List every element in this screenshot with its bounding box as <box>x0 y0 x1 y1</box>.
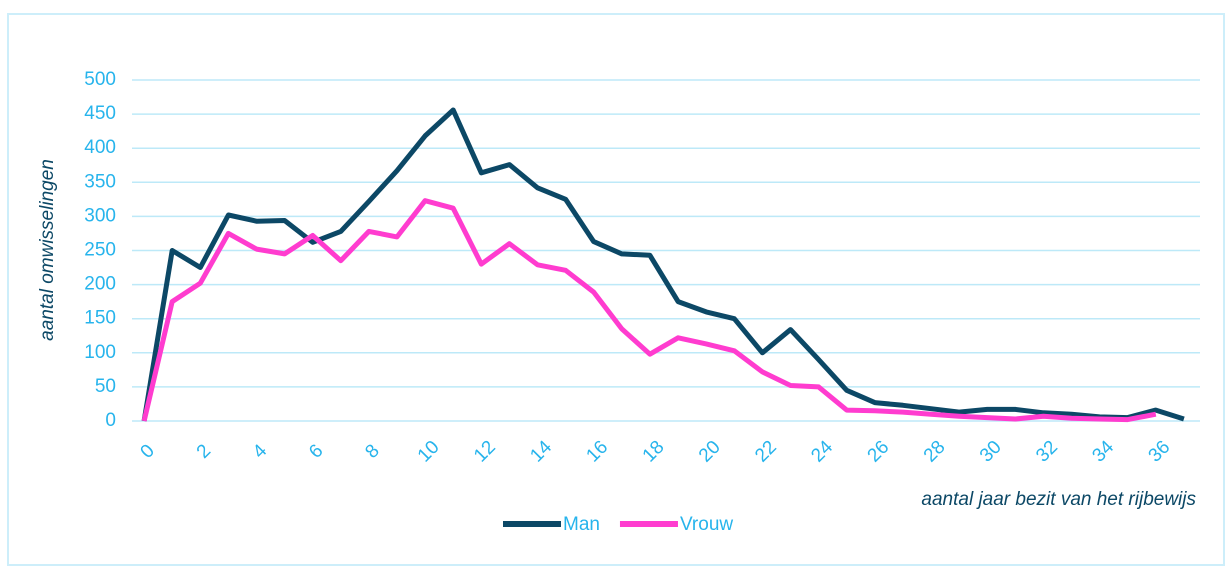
y-tick-label: 200 <box>84 274 116 295</box>
x-tick-label: 10 <box>414 437 444 467</box>
x-tick-label: 20 <box>695 437 725 467</box>
y-tick-label: 350 <box>84 171 116 192</box>
y-tick-label: 100 <box>84 342 116 363</box>
x-tick-label: 36 <box>1145 437 1175 467</box>
x-axis-title: aantal jaar bezit van het rijbewijs <box>921 489 1196 510</box>
y-tick-label: 250 <box>84 240 116 261</box>
x-tick-label: 22 <box>751 437 781 467</box>
y-tick-label: 150 <box>84 308 116 329</box>
x-tick-label: 6 <box>305 440 327 462</box>
x-tick-label: 26 <box>864 437 894 467</box>
x-tick-label: 12 <box>470 437 500 467</box>
x-tick-label: 24 <box>807 436 837 466</box>
y-axis-title: aantal omwisselingen <box>37 159 58 341</box>
legend-label: Man <box>563 514 600 535</box>
y-tick-label: 50 <box>95 376 116 397</box>
legend-label: Vrouw <box>680 514 733 535</box>
x-tick-label: 28 <box>920 437 950 467</box>
y-tick-label: 450 <box>84 103 116 124</box>
x-tick-label: 14 <box>526 436 556 466</box>
x-tick-label: 0 <box>137 440 159 462</box>
x-tick-label: 2 <box>193 440 215 462</box>
x-tick-label: 32 <box>1032 437 1062 467</box>
x-tick-label: 16 <box>582 437 612 467</box>
y-tick-label: 0 <box>105 410 116 431</box>
y-tick-label: 300 <box>84 205 116 226</box>
y-tick-label: 500 <box>84 69 116 90</box>
x-tick-label: 4 <box>249 440 272 463</box>
y-tick-label: 400 <box>84 137 116 158</box>
chart-border <box>7 13 1225 566</box>
x-tick-label: 34 <box>1088 436 1118 466</box>
x-tick-label: 18 <box>639 437 669 467</box>
line-series <box>141 107 1185 422</box>
line-series <box>141 198 1157 423</box>
x-tick-label: 8 <box>361 440 383 462</box>
x-tick-label: 30 <box>976 437 1006 467</box>
